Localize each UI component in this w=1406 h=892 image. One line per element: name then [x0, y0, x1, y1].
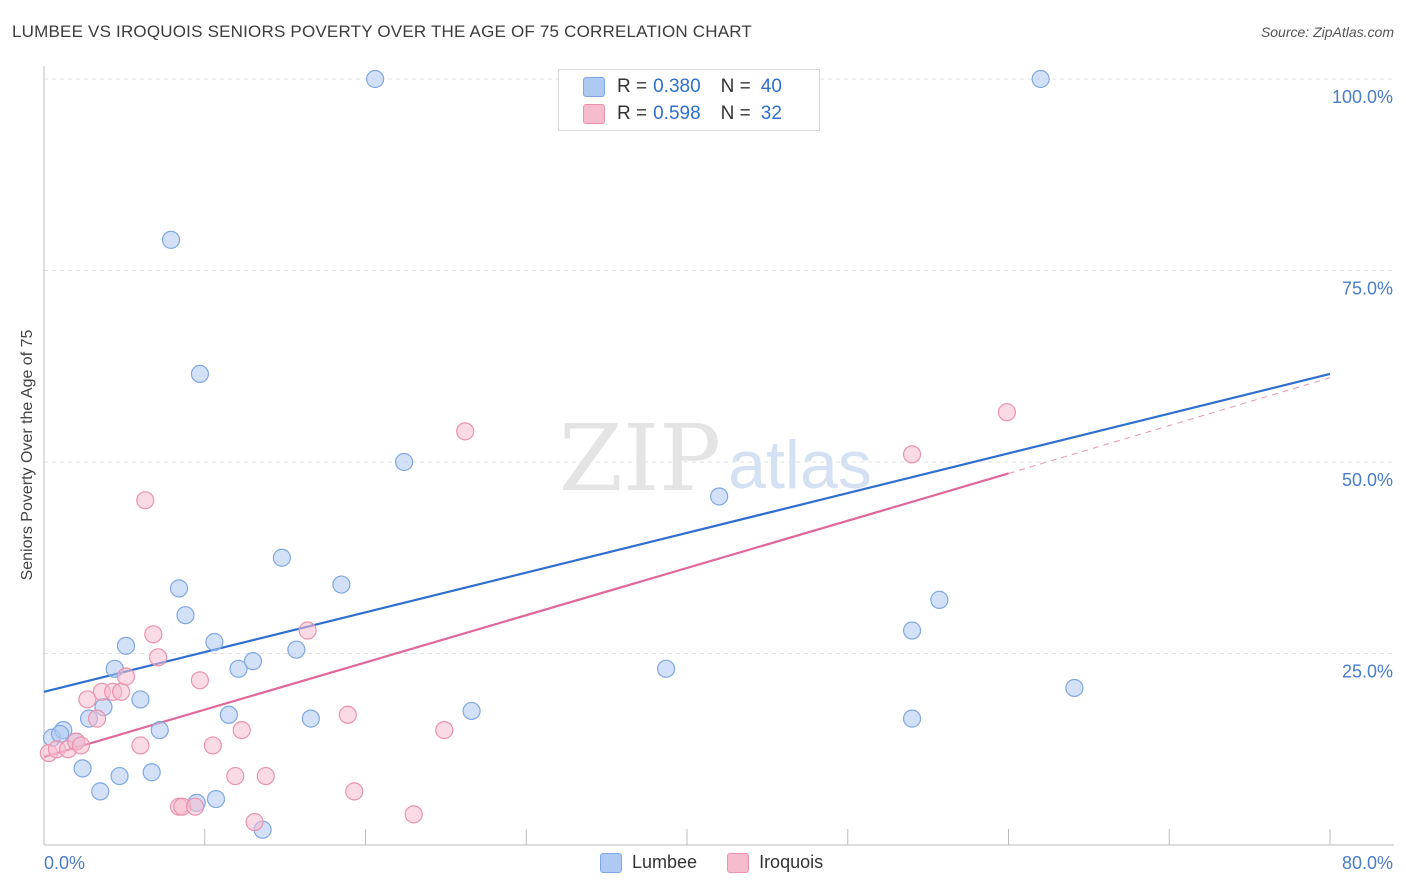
- point-iroquois[interactable]: [116, 667, 136, 686]
- point-iroquois[interactable]: [226, 766, 245, 786]
- trend-line-iroquois: [43, 472, 1009, 758]
- legend-swatch-lumbee: [583, 77, 605, 97]
- point-lumbee[interactable]: [142, 763, 161, 782]
- point-iroquois[interactable]: [338, 705, 357, 724]
- series-legend-iroquois[interactable]: Iroquois: [727, 852, 823, 873]
- point-iroquois[interactable]: [435, 720, 454, 740]
- point-iroquois[interactable]: [256, 766, 275, 786]
- legend-r-value: 0.380: [653, 76, 701, 97]
- point-iroquois[interactable]: [245, 812, 264, 832]
- legend-n-label: N =: [720, 103, 751, 124]
- point-lumbee[interactable]: [366, 69, 385, 89]
- point-iroquois[interactable]: [456, 422, 475, 441]
- point-lumbee[interactable]: [176, 606, 195, 625]
- point-lumbee[interactable]: [116, 636, 136, 655]
- point-lumbee[interactable]: [229, 659, 248, 678]
- point-lumbee[interactable]: [91, 782, 110, 801]
- point-iroquois[interactable]: [345, 782, 364, 801]
- series-swatch-lumbee: [600, 852, 622, 873]
- point-lumbee[interactable]: [287, 640, 306, 659]
- series-label-iroquois: Iroquois: [759, 852, 824, 872]
- point-lumbee[interactable]: [243, 652, 263, 671]
- point-lumbee[interactable]: [205, 632, 224, 652]
- y-tick-label: 50.0%: [1342, 470, 1393, 490]
- point-iroquois[interactable]: [902, 445, 922, 464]
- point-lumbee[interactable]: [930, 590, 949, 609]
- trend-line-lumbee: [43, 372, 1331, 693]
- point-iroquois[interactable]: [149, 648, 168, 667]
- correlation-legend: R = 0.380 N = 40 R = 0.598 N = 32: [558, 69, 820, 131]
- point-lumbee[interactable]: [131, 690, 150, 709]
- point-lumbee[interactable]: [206, 789, 226, 809]
- y-tick-label: 25.0%: [1342, 662, 1393, 682]
- y-tick-label: 75.0%: [1342, 279, 1393, 299]
- point-lumbee[interactable]: [710, 487, 729, 506]
- point-lumbee[interactable]: [50, 724, 70, 744]
- x-tick-label: 0.0%: [44, 853, 85, 873]
- series-swatch-iroquois: [727, 852, 750, 873]
- watermark: ZIP atlas: [559, 405, 872, 512]
- point-lumbee[interactable]: [462, 701, 481, 721]
- legend-n-label: N =: [720, 76, 751, 97]
- point-lumbee[interactable]: [1031, 69, 1050, 89]
- point-iroquois[interactable]: [404, 805, 423, 824]
- point-lumbee[interactable]: [1065, 678, 1084, 698]
- chart-title: LUMBEE VS IROQUOIS SENIORS POVERTY OVER …: [12, 22, 753, 41]
- point-iroquois[interactable]: [997, 403, 1016, 422]
- legend-row-lumbee: R = 0.380 N = 40: [583, 75, 782, 99]
- point-iroquois[interactable]: [298, 621, 317, 640]
- legend-row-iroquois: R = 0.598 N = 32: [583, 102, 782, 126]
- point-lumbee[interactable]: [902, 621, 922, 640]
- data-points: [39, 69, 1084, 839]
- axes: [43, 66, 1394, 846]
- point-lumbee[interactable]: [110, 766, 129, 786]
- point-iroquois[interactable]: [144, 625, 163, 644]
- point-lumbee[interactable]: [272, 548, 292, 567]
- point-iroquois[interactable]: [186, 797, 205, 816]
- watermark-atlas: atlas: [728, 427, 872, 503]
- point-lumbee[interactable]: [169, 579, 189, 598]
- point-lumbee[interactable]: [161, 230, 181, 249]
- point-lumbee[interactable]: [902, 709, 922, 728]
- point-lumbee[interactable]: [219, 705, 238, 724]
- point-lumbee[interactable]: [332, 575, 351, 594]
- source-label: Source: ZipAtlas.com: [1260, 24, 1394, 40]
- series-legend: Lumbee Iroquois: [600, 852, 853, 873]
- legend-n-value: 32: [760, 103, 782, 124]
- legend-n-value: 40: [760, 76, 782, 97]
- gridlines: [44, 78, 1394, 654]
- point-iroquois[interactable]: [190, 671, 210, 690]
- point-lumbee[interactable]: [73, 759, 92, 778]
- point-iroquois[interactable]: [112, 682, 131, 701]
- trend-line-extension-iroquois: [1008, 377, 1331, 474]
- point-iroquois[interactable]: [131, 736, 150, 755]
- point-lumbee[interactable]: [150, 720, 169, 740]
- legend-swatch-iroquois: [583, 104, 605, 124]
- point-lumbee[interactable]: [301, 709, 320, 728]
- series-legend-lumbee[interactable]: Lumbee: [600, 852, 697, 873]
- point-lumbee[interactable]: [394, 452, 414, 472]
- trend-lines: [43, 372, 1331, 758]
- point-lumbee[interactable]: [657, 659, 676, 678]
- legend-r-label: R =: [617, 103, 648, 124]
- watermark-zip: ZIP: [559, 405, 721, 512]
- point-lumbee[interactable]: [190, 364, 210, 384]
- point-iroquois[interactable]: [71, 736, 91, 755]
- point-iroquois[interactable]: [136, 491, 155, 510]
- tick-labels: 25.0% 50.0% 75.0% 100.0% 0.0% 80.0%: [44, 87, 1393, 873]
- legend-r-value: 0.598: [653, 103, 701, 124]
- point-iroquois[interactable]: [87, 709, 107, 728]
- legend-r-label: R =: [617, 76, 648, 97]
- point-iroquois[interactable]: [203, 736, 222, 755]
- series-label-lumbee: Lumbee: [632, 852, 698, 872]
- point-iroquois[interactable]: [78, 690, 97, 709]
- y-tick-label: 100.0%: [1332, 87, 1393, 107]
- point-iroquois[interactable]: [232, 720, 251, 740]
- x-tick-label: 80.0%: [1342, 853, 1393, 873]
